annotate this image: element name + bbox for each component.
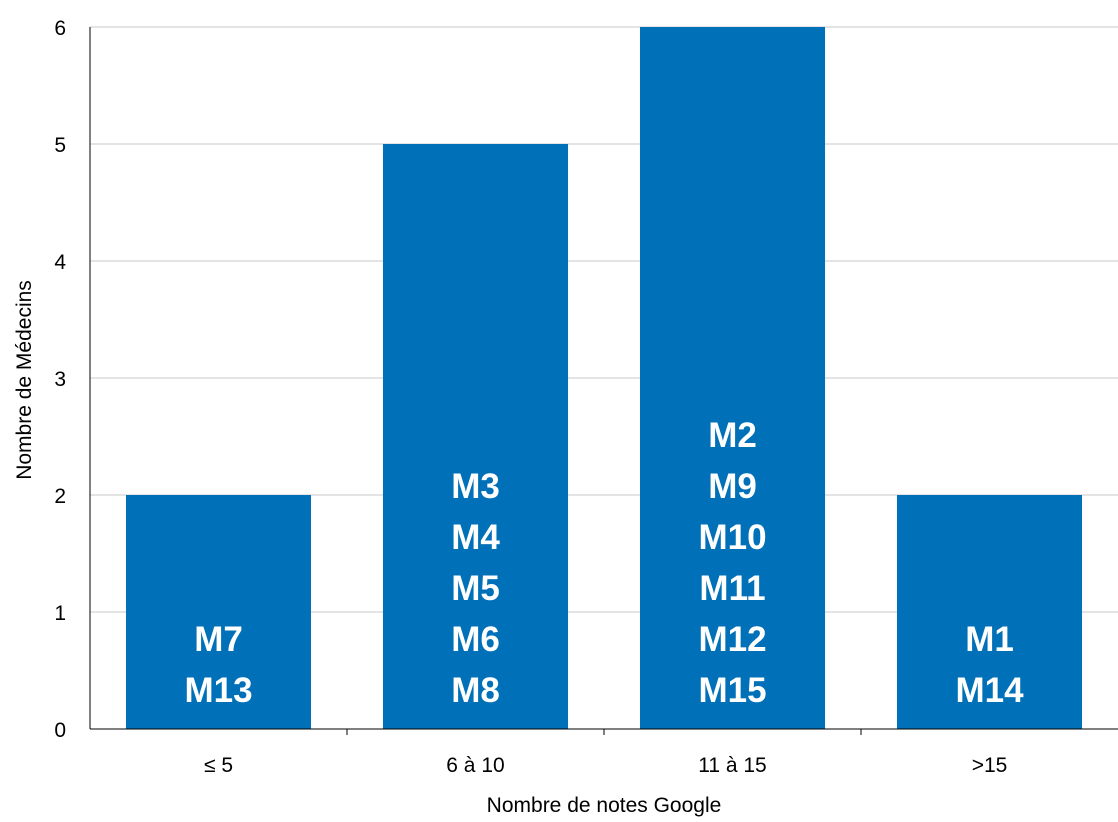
bar-data-label: M1 <box>965 620 1014 659</box>
bar-data-label: M6 <box>451 620 500 659</box>
x-tick-labels: ≤ 5 6 à 10 11 à 15 >15 <box>204 754 1007 777</box>
bar-data-label: M4 <box>451 518 500 557</box>
x-tick-label: ≤ 5 <box>204 754 233 777</box>
y-tick-label: 5 <box>54 134 66 157</box>
x-tick-label: >15 <box>972 754 1008 777</box>
bars: M7 M13 M3 M4 M5 M6 M8 M2 M9 M10 M11 M12 M15 M1 M14 <box>125 27 1083 729</box>
y-tick-label: 3 <box>54 368 66 391</box>
y-tick-label: 4 <box>54 251 66 274</box>
y-tick-label: 1 <box>54 602 66 625</box>
bar <box>382 144 569 729</box>
bar-data-label: M10 <box>698 518 766 557</box>
x-tick-label: 11 à 15 <box>698 754 767 777</box>
bar-data-label: M12 <box>698 620 766 659</box>
bar <box>125 495 312 729</box>
y-tick-label: 2 <box>54 485 66 508</box>
bar-data-label: M9 <box>708 467 757 506</box>
x-tick-label: 6 à 10 <box>446 754 504 777</box>
bar-data-label: M15 <box>698 671 766 710</box>
bar-data-label: M13 <box>184 671 252 710</box>
y-tick-label: 6 <box>54 17 66 40</box>
bar-data-label: M3 <box>451 467 500 506</box>
axes <box>89 27 1118 735</box>
bar-data-label: M14 <box>955 671 1024 710</box>
y-axis-title: Nombre de Médecins <box>13 280 36 480</box>
bar <box>639 27 826 729</box>
bar-data-label: M7 <box>194 620 243 659</box>
y-tick-label: 0 <box>54 719 66 742</box>
x-axis-title: Nombre de notes Google <box>487 794 722 817</box>
y-tick-labels: 0 1 2 3 4 5 6 <box>54 17 66 742</box>
bar-data-label: M11 <box>699 569 765 608</box>
bar-data-label: M5 <box>451 569 500 608</box>
bar-data-label: M8 <box>451 671 500 710</box>
bar <box>896 495 1083 729</box>
bar-data-label: M2 <box>708 416 757 455</box>
